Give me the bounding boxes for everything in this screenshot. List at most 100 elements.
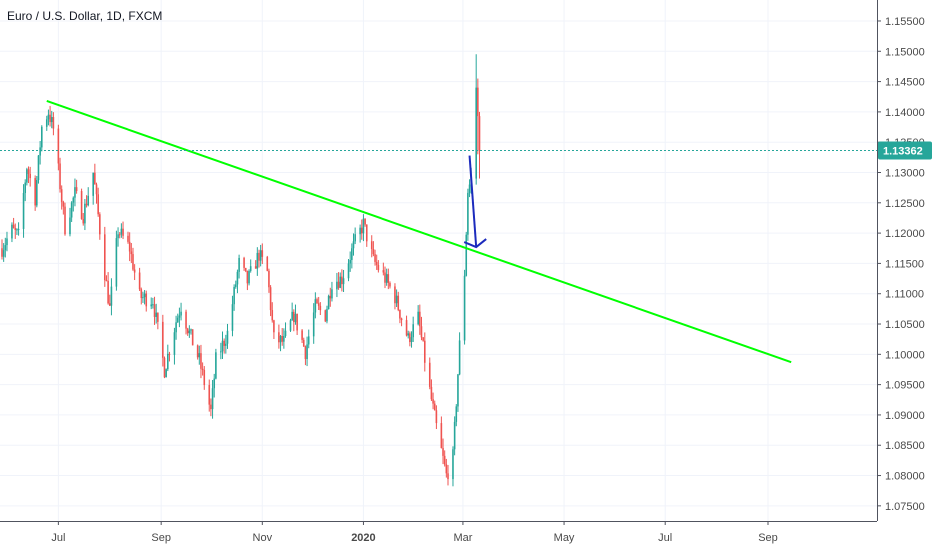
candle-down [153,304,156,317]
candle-up [24,182,27,194]
candle-down [128,241,131,252]
candle-down [127,235,129,242]
current-price-tag [878,141,932,160]
candle-up [327,295,330,310]
candle-down [341,276,343,285]
candle-up [331,289,333,299]
candle-up [342,278,345,285]
candle-up [359,227,361,235]
candle-down [186,328,189,334]
candle-down [399,309,401,319]
candle-down [324,310,327,322]
candle-up [352,241,355,249]
candle-down [423,340,426,363]
candle-down [278,332,280,343]
candle-up [188,330,191,334]
candle-up [226,330,229,344]
price-tick-label: 1.08000 [885,471,925,483]
candle-down [316,299,318,304]
candles [1,54,481,487]
candle-down [82,218,85,224]
candle-down [145,293,148,307]
candle-down [254,266,257,269]
candle-down [296,313,298,331]
candle-up [198,353,201,358]
candle-up [294,313,297,323]
candle-down [478,116,481,151]
candle-down [405,320,408,336]
candle-up [233,286,235,305]
candle-up [407,333,410,336]
candle-down [99,214,101,235]
candle-up [176,317,179,323]
candle-down [443,455,446,465]
candle-up [284,330,287,336]
candle-up [452,449,454,480]
candle-down [428,362,431,387]
candle-down [94,172,96,185]
candle-up [26,169,28,183]
candle-down [269,287,272,311]
candle-down [130,251,133,255]
candle-up [143,293,146,298]
candle-down [432,399,434,404]
candle-down [319,305,322,311]
candle-down [477,87,479,117]
time-tick-label: Sep [151,532,171,544]
candle-up [412,324,414,338]
price-axis[interactable]: 1.07500 1.08000 1.08500 1.09000 1.09500 1.100… [877,0,932,550]
price-tick-label: 1.09000 [885,410,925,422]
time-axis[interactable]: Jul Sep Nov 2020 Mar May Jul Sep [0,521,932,550]
price-tick-label: 1.08500 [885,440,925,452]
candle-up [180,311,182,316]
candle-down [445,464,448,474]
candle-down [243,257,245,268]
candle-up [362,218,365,234]
candle-up [249,266,252,271]
candle-up [45,119,48,127]
candle-down [75,187,78,192]
candle-down [372,249,375,255]
price-tick-label: 1.13000 [885,167,925,179]
candle-down [384,272,386,283]
candle-down [203,369,206,386]
time-tick-label: 2020 [351,532,375,544]
candle-up [248,270,250,284]
candle-up [17,228,20,230]
candle-down [223,340,225,346]
price-tick-label: 1.10000 [885,349,925,361]
candle-down [397,295,400,310]
candle-up [234,284,237,287]
candle-up [314,299,317,313]
candle-down [108,303,111,306]
candle-up [213,378,216,389]
candle-up [465,234,468,276]
candle-up [220,351,222,353]
candle-up [457,374,459,407]
candle-down [1,248,3,257]
candle-up [69,217,71,235]
candle-up [167,353,169,370]
candle-up [4,245,7,251]
arrow-head [463,238,487,249]
candle-down [304,346,307,360]
candle-up [70,202,73,218]
candle-down [364,218,366,225]
candle-up [175,322,177,333]
candle-up [385,274,388,283]
candle-up [6,238,8,246]
time-tick-label: Nov [253,532,273,544]
candle-up [110,286,113,306]
candle-up [37,155,40,181]
candle-down [163,357,166,378]
candle-down [97,194,99,215]
candle-up [453,421,456,450]
candle-down [200,353,202,369]
candle-down [59,163,61,190]
candle-down [29,173,31,179]
candle-down [389,282,391,287]
candle-down [208,385,211,405]
candle-down [387,274,390,283]
candle-up [279,336,282,343]
price-tick-label: 1.12000 [885,228,925,240]
